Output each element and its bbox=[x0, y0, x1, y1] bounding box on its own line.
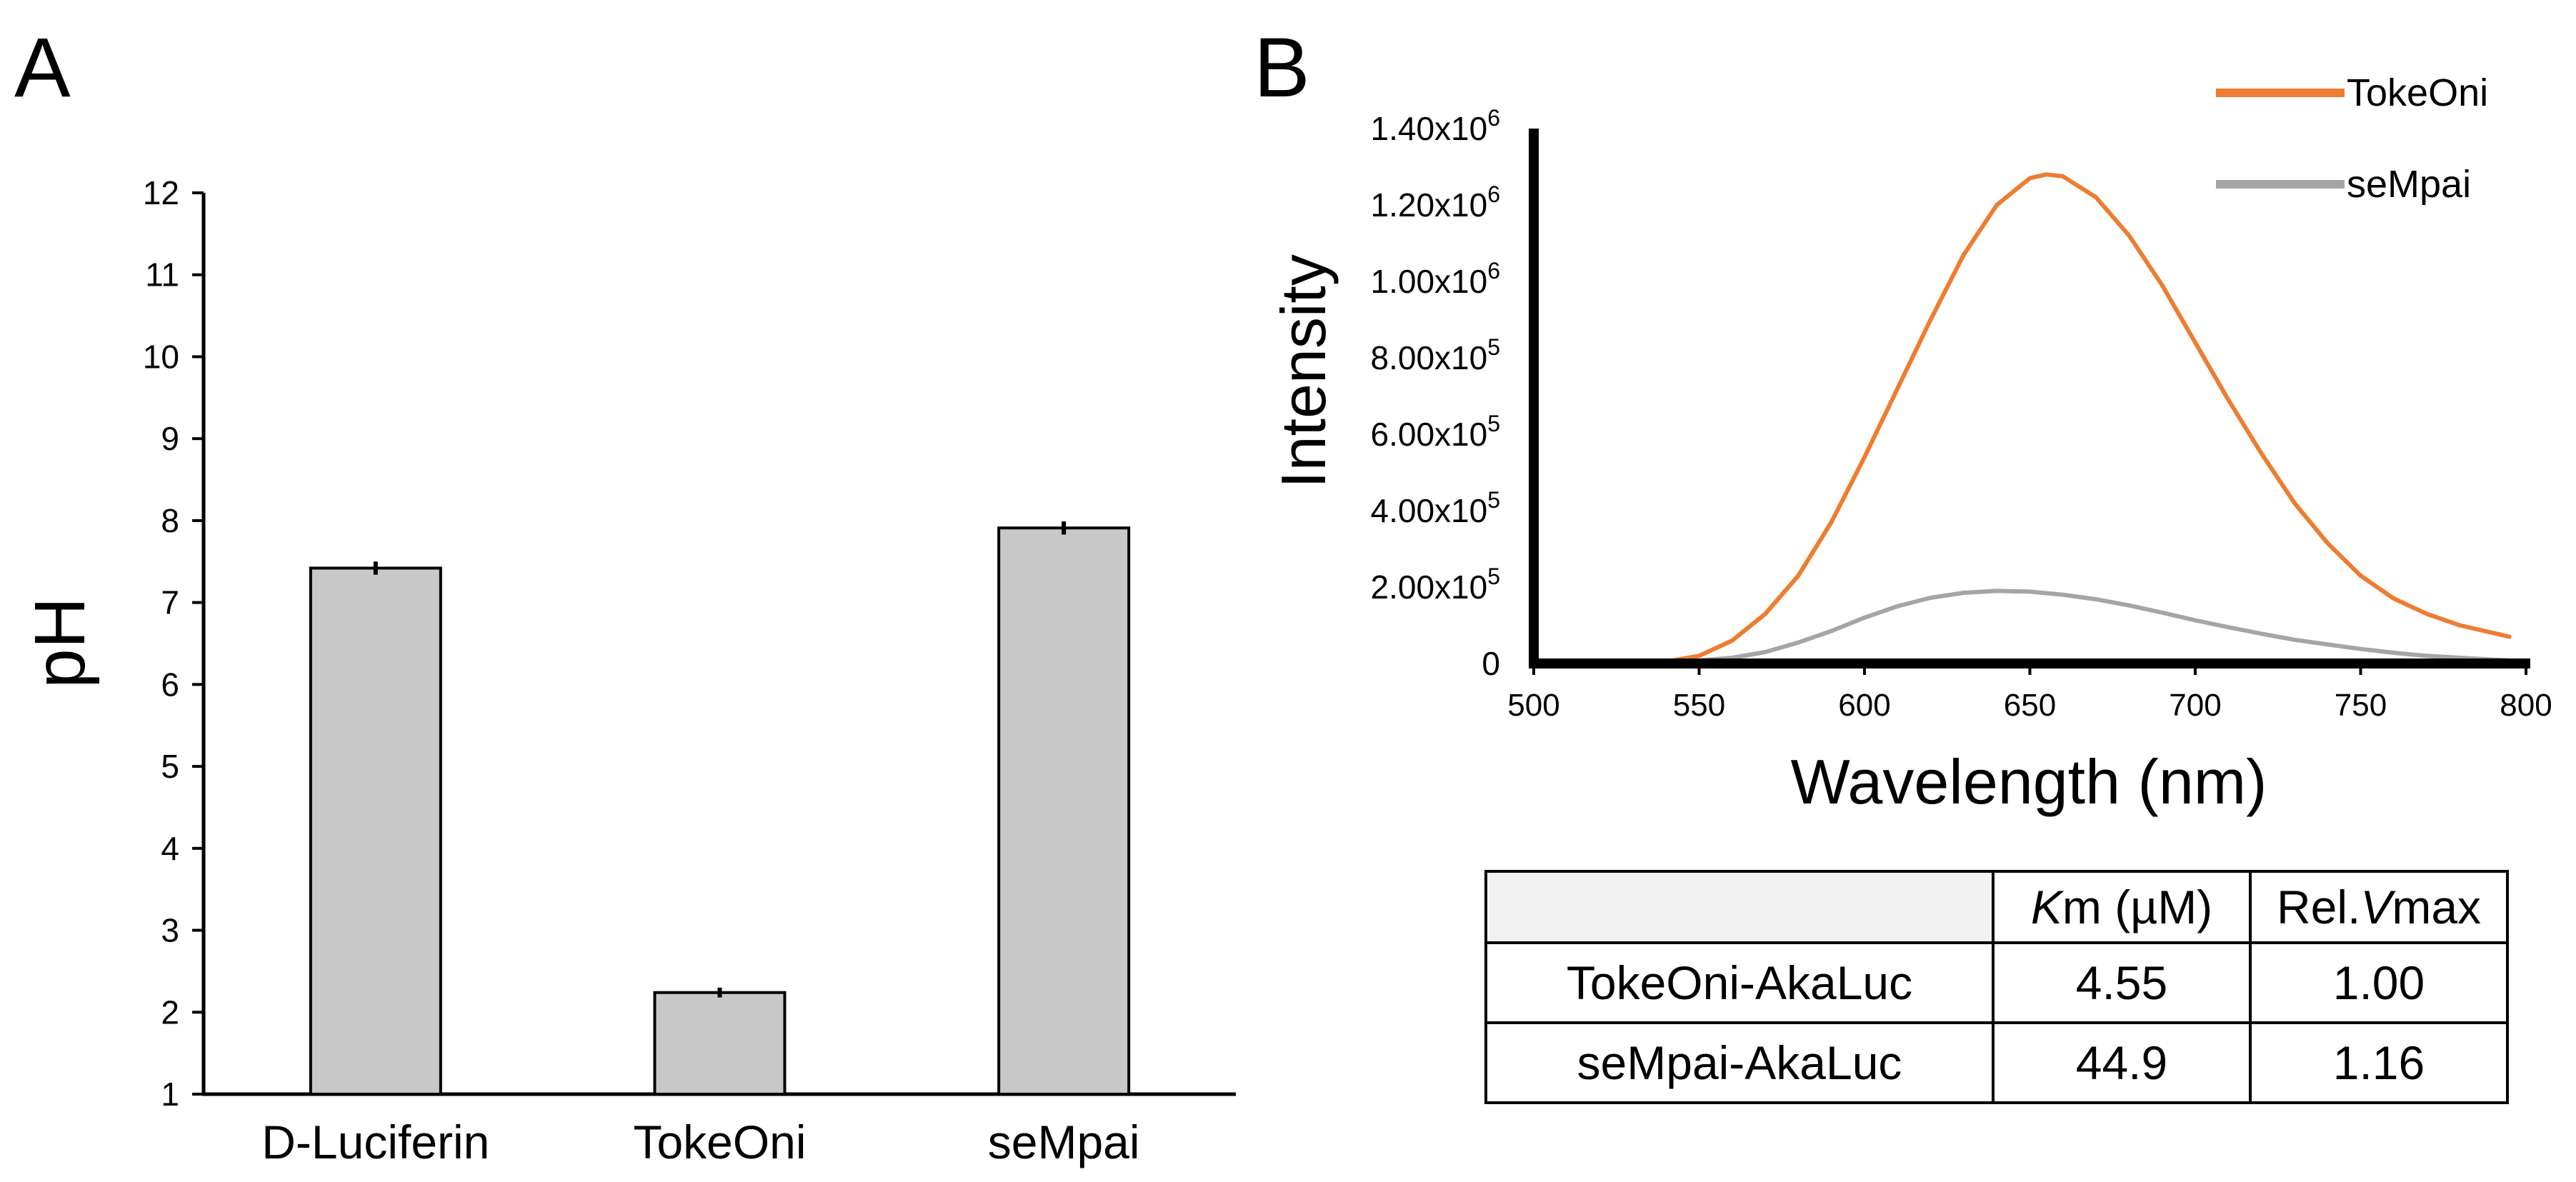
probe-name-cell: TokeOni-AkaLuc bbox=[1484, 941, 1995, 1024]
ph-y-tick-label: 2 bbox=[161, 993, 179, 1031]
spectrum-legend: TokeOni seMpai bbox=[2216, 71, 2488, 206]
intensity-y-tick-label: 0 bbox=[1482, 645, 1500, 682]
intensity-y-ticks: 0 2.00x105 4.00x105 6.00x105 8.00x105 1.00x10… bbox=[1371, 105, 1501, 682]
intensity-line-chart: 0 2.00x105 4.00x105 6.00x105 8.00x105 1.00x10… bbox=[1268, 71, 2552, 817]
ph-y-tick-label: 8 bbox=[161, 502, 179, 539]
ph-category-label: D-Luciferin bbox=[261, 1116, 489, 1168]
legend-label: seMpai bbox=[2347, 163, 2471, 206]
vmax-value-cell: 1.00 bbox=[2249, 941, 2509, 1024]
intensity-y-tick-label: 4.00x105 bbox=[1371, 487, 1501, 529]
ph-y-tick-label: 12 bbox=[143, 174, 179, 211]
table-row: TokeOni-AkaLuc 4.55 1.00 bbox=[1484, 941, 2509, 1024]
ph-x-labels: D-Luciferin TokeOni seMpai bbox=[261, 1116, 1139, 1168]
km-header: Km (µM) bbox=[1992, 870, 2252, 944]
wavelength-x-axis-title: Wavelength (nm) bbox=[1791, 746, 2267, 817]
wavelength-x-ticks: 500 550 600 650 700 750 800 bbox=[1507, 663, 2552, 723]
probe-name-cell: seMpai-AkaLuc bbox=[1484, 1021, 1995, 1104]
kinetics-header-row: Km (µM) Rel.Vmax bbox=[1484, 870, 2509, 944]
ph-bars bbox=[309, 521, 1131, 1096]
ph-y-tick-label: 6 bbox=[161, 666, 179, 703]
intensity-y-tick-label: 8.00x105 bbox=[1371, 334, 1501, 376]
wavelength-x-tick-label: 800 bbox=[2500, 688, 2552, 723]
wavelength-x-tick-label: 650 bbox=[2004, 688, 2056, 723]
vmax-value-cell: 1.16 bbox=[2249, 1021, 2509, 1104]
series-line-sempai bbox=[1532, 589, 2512, 664]
ph-y-tick-label: 5 bbox=[161, 748, 179, 785]
ph-y-tick-label: 4 bbox=[161, 830, 179, 867]
panel-label-a: A bbox=[14, 21, 71, 115]
legend-label: TokeOni bbox=[2347, 71, 2488, 114]
intensity-y-tick-label: 6.00x105 bbox=[1371, 411, 1501, 453]
intensity-y-tick-label: 2.00x105 bbox=[1371, 564, 1501, 606]
series-line-tokeoni bbox=[1532, 172, 2512, 666]
ph-bar bbox=[309, 566, 442, 1096]
ph-y-tick-label: 7 bbox=[161, 584, 179, 621]
km-value-cell: 44.9 bbox=[1992, 1021, 2252, 1104]
intensity-y-tick-label: 1.20x106 bbox=[1371, 181, 1501, 224]
wavelength-x-tick-label: 700 bbox=[2169, 688, 2221, 723]
vmax-header: Rel.Vmax bbox=[2249, 870, 2509, 944]
ph-y-tick-label: 10 bbox=[143, 338, 179, 375]
wavelength-x-tick-label: 550 bbox=[1673, 688, 1725, 723]
kinetics-table: Km (µM) Rel.Vmax TokeOni-AkaLuc 4.55 1.0… bbox=[1484, 870, 2509, 1104]
table-row: seMpai-AkaLuc 44.9 1.16 bbox=[1484, 1021, 2509, 1104]
spectrum-lines bbox=[1532, 172, 2512, 666]
ph-bar bbox=[997, 526, 1131, 1096]
header-blank-cell bbox=[1484, 870, 1995, 944]
intensity-y-axis-title: Intensity bbox=[1268, 254, 1339, 489]
ph-y-tick-label: 11 bbox=[145, 256, 179, 294]
intensity-y-tick-label: 1.40x106 bbox=[1371, 105, 1501, 147]
km-value-cell: 4.55 bbox=[1992, 941, 2252, 1024]
wavelength-x-tick-label: 500 bbox=[1507, 688, 1559, 723]
ph-y-tick-label: 1 bbox=[161, 1076, 179, 1113]
ph-y-tick-label: 9 bbox=[161, 420, 179, 457]
ph-y-axis-title: pH bbox=[20, 597, 100, 688]
ph-category-label: TokeOni bbox=[633, 1116, 806, 1168]
intensity-y-tick-label: 1.00x106 bbox=[1371, 258, 1501, 300]
ph-category-label: seMpai bbox=[988, 1116, 1140, 1168]
ph-y-tick-label: 3 bbox=[161, 912, 179, 949]
ph-bar bbox=[653, 991, 787, 1096]
panel-label-b: B bbox=[1254, 21, 1310, 115]
wavelength-x-tick-label: 600 bbox=[1838, 688, 1890, 723]
wavelength-x-tick-label: 750 bbox=[2335, 688, 2387, 723]
